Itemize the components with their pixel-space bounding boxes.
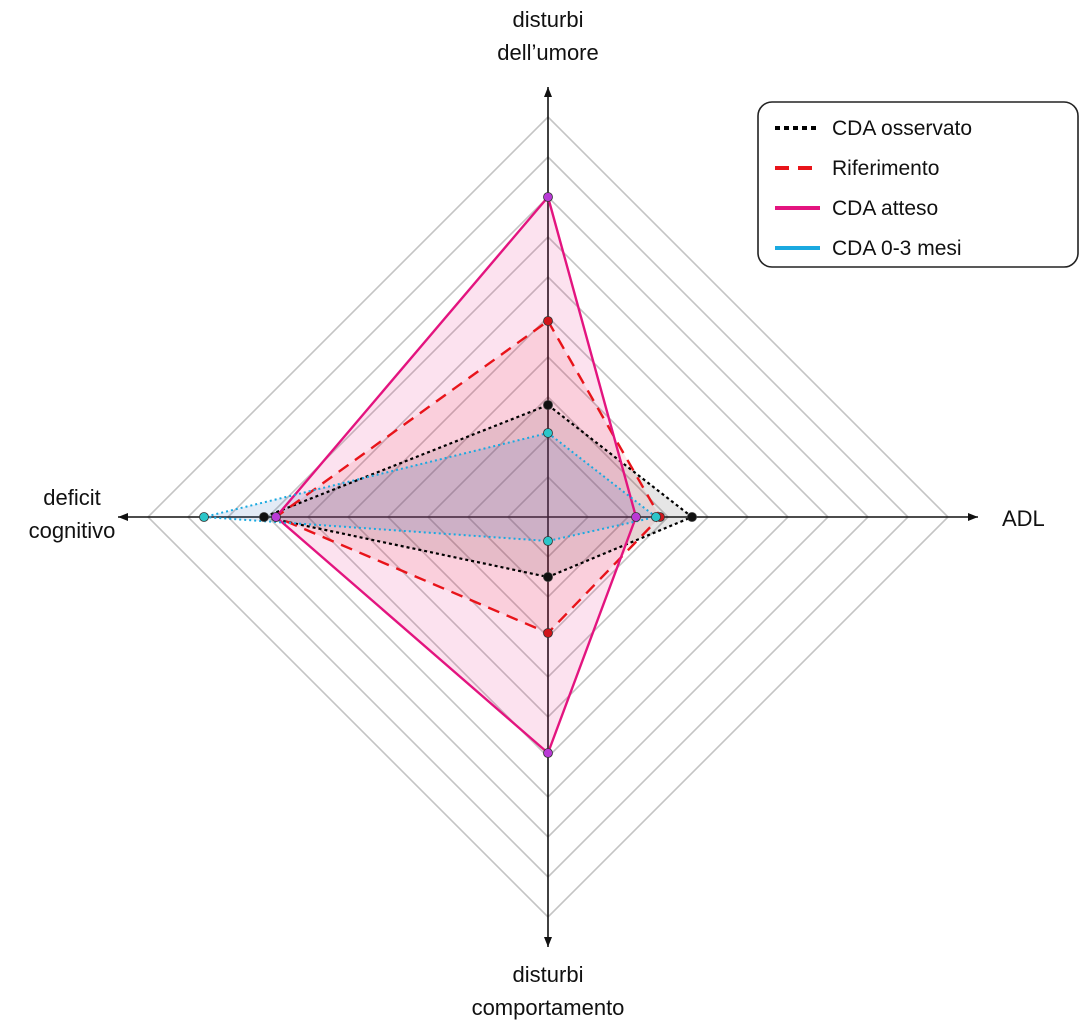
data-point <box>543 400 553 410</box>
axis-label-line: deficit <box>43 485 100 510</box>
axis-arrow-icon <box>544 87 552 97</box>
data-point <box>543 316 553 326</box>
axis-label-line: disturbi <box>513 962 584 987</box>
legend-label: CDA atteso <box>832 197 938 220</box>
series-line <box>203 431 659 543</box>
data-point <box>199 512 209 522</box>
axis-labels: disturbi dell’umore ADL disturbi comportamen… <box>29 7 1045 1020</box>
axis-label-top: disturbi dell’umore <box>497 7 599 65</box>
legend-label: Riferimento <box>832 157 939 180</box>
legend-label: CDA 0-3 mesi <box>832 237 962 260</box>
series-fill <box>276 321 660 633</box>
axis-label-line: comportamento <box>472 995 625 1020</box>
data-point <box>271 512 281 522</box>
data-point <box>543 536 553 546</box>
series-layer <box>199 192 697 758</box>
axis-label-line: ADL <box>1002 506 1045 531</box>
data-point <box>543 428 553 438</box>
data-point <box>259 512 269 522</box>
axis-label-left: deficit cognitivo <box>29 485 116 543</box>
axis-arrow-icon <box>118 513 128 521</box>
data-point <box>543 748 553 758</box>
series-fill <box>264 405 692 577</box>
series-fill <box>204 433 656 541</box>
data-point <box>687 512 697 522</box>
legend: CDA osservato Riferimento CDA atteso CDA 0-… <box>757 101 1079 268</box>
axis-label-bottom: disturbi comportamento <box>472 962 625 1020</box>
data-point <box>631 512 641 522</box>
legend-box <box>757 101 1079 268</box>
data-point <box>543 628 553 638</box>
axis-arrow-icon <box>968 513 978 521</box>
series-fill <box>276 197 636 753</box>
data-point <box>543 192 553 202</box>
data-point <box>651 512 661 522</box>
axis-label-line: disturbi <box>513 7 584 32</box>
axis-arrow-icon <box>544 937 552 947</box>
axis-label-line: cognitivo <box>29 518 116 543</box>
axis-label-line: dell’umore <box>497 40 599 65</box>
data-point <box>543 572 553 582</box>
legend-label: CDA osservato <box>832 117 972 140</box>
axis-label-right: ADL <box>1002 506 1045 531</box>
